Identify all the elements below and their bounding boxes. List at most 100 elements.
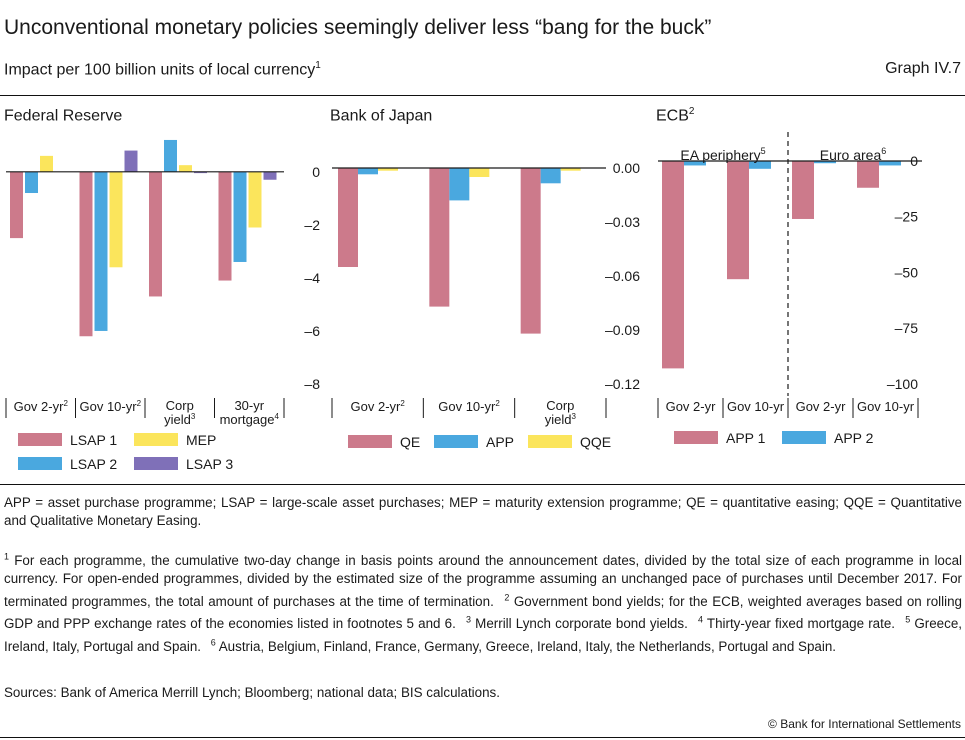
legend-item-qqe: QQE	[528, 434, 611, 450]
bar-lsap-1	[10, 171, 23, 239]
bar-app-1	[857, 160, 879, 188]
category-label: Gov 10-yr2	[79, 399, 141, 414]
y-tick-label: 0.00	[613, 160, 640, 176]
bar-qqe	[560, 168, 581, 171]
category-label: Gov 2-yr	[666, 399, 717, 414]
category-label: yield3	[164, 412, 196, 427]
y-tick-label: –8	[304, 376, 320, 392]
footnotes: 1 For each programme, the cumulative two…	[4, 548, 962, 656]
bar-app	[449, 168, 470, 201]
legend-item-app: APP	[434, 434, 514, 450]
legend-item-qe: QE	[348, 434, 420, 450]
y-tick-label: –50	[895, 264, 919, 280]
legend-swatch	[434, 435, 478, 448]
bar-qe	[338, 168, 358, 267]
legend-swatch	[528, 435, 572, 448]
category-label: Gov 2-yr	[796, 399, 847, 414]
bar-app-1	[792, 160, 814, 219]
panel-title-boj: Bank of Japan	[330, 107, 433, 125]
legend-swatch	[134, 433, 178, 446]
bar-mep	[40, 155, 53, 172]
bar-lsap-3	[124, 150, 138, 172]
mid-rule	[0, 484, 965, 485]
graph-number: Graph IV.7	[885, 60, 961, 77]
footnote-2: 2 Government bond yields; for the ECB, w…	[4, 592, 962, 632]
y-tick-label: –6	[304, 323, 320, 339]
bar-app	[540, 168, 561, 184]
bar-app	[358, 168, 378, 175]
bar-app-1	[727, 160, 749, 280]
legend-item-lsap1: LSAP 1	[18, 432, 117, 448]
legend-swatch	[674, 431, 718, 444]
bar-mep	[109, 171, 123, 268]
footnote-4: 4 Thirty-year fixed mortgage rate.	[697, 614, 896, 632]
y-tick-label: –4	[304, 270, 320, 286]
bar-lsap-1	[149, 171, 162, 297]
legend-swatch	[18, 457, 62, 470]
panel-title-ecb: ECB2	[656, 106, 695, 125]
legend-swatch	[348, 435, 392, 448]
category-label: Corp	[166, 398, 194, 413]
footnote-3: 3 Merrill Lynch corporate bond yields.	[466, 614, 688, 632]
bottom-rule	[0, 737, 965, 738]
bar-mep	[248, 171, 262, 228]
category-label: Gov 2-yr2	[14, 399, 69, 414]
category-label: 30-yr	[234, 398, 264, 413]
category-label: mortgage4	[220, 412, 280, 427]
top-rule	[0, 95, 965, 96]
y-tick-label: –0.06	[605, 268, 640, 284]
chart-panel-1: 0.00 –0.03 –0.06 –0.09 –0.12 Gov 2-yr2 Gov 10-…	[331, 160, 640, 427]
bar-app-2	[879, 160, 901, 166]
legend-item-lsap2: LSAP 2	[18, 456, 117, 472]
chart-title: Unconventional monetary policies seeming…	[4, 16, 712, 39]
bar-qe	[429, 168, 450, 307]
bar-app-2	[749, 160, 771, 169]
footnote-6: 6 Austria, Belgium, Finland, France, Ger…	[210, 637, 837, 654]
bar-lsap-3	[194, 171, 207, 174]
footnote-1: 1 For each programme, the cumulative two…	[4, 552, 962, 609]
bar-lsap-2	[94, 171, 108, 331]
bar-app-2	[814, 160, 836, 164]
y-tick-label: –25	[895, 209, 919, 225]
abbreviations-note: APP = asset purchase programme; LSAP = l…	[4, 495, 962, 528]
bar-lsap-2	[233, 171, 247, 262]
group-label: EA periphery5	[680, 146, 765, 163]
bar-lsap-3	[263, 171, 277, 180]
category-label: yield3	[545, 412, 577, 427]
copyright: © Bank for International Settlements	[768, 717, 961, 731]
sources-note: Sources: Bank of America Merrill Lynch; …	[4, 685, 500, 700]
chart-subtitle: Impact per 100 billion units of local cu…	[4, 60, 321, 79]
legend-swatch	[782, 431, 826, 444]
panel-title-fed: Federal Reserve	[4, 107, 123, 125]
y-tick-label: 0	[312, 164, 320, 180]
bar-lsap-1	[79, 171, 93, 337]
y-tick-label: –100	[887, 376, 918, 392]
category-label: Gov 10-yr	[857, 399, 915, 414]
category-label: Gov 10-yr	[727, 399, 785, 414]
bar-lsap-2	[164, 139, 177, 172]
bar-mep	[179, 165, 192, 172]
y-tick-label: –0.12	[605, 376, 640, 392]
bar-lsap-2	[25, 171, 38, 194]
legend-item-app2: APP 2	[782, 430, 873, 446]
category-label: Gov 2-yr2	[351, 399, 406, 414]
legend-swatch	[134, 457, 178, 470]
legend-swatch	[18, 433, 62, 446]
group-label: Euro area6	[820, 146, 887, 163]
bar-qqe	[378, 168, 398, 171]
y-tick-label: –0.09	[605, 322, 640, 338]
legend-item-app1: APP 1	[674, 430, 765, 446]
y-tick-label: –2	[304, 217, 320, 233]
bar-app-2	[684, 160, 706, 166]
legend-item-mep: MEP	[134, 432, 216, 448]
category-label: Corp	[546, 398, 574, 413]
bar-app-1	[662, 160, 684, 369]
footnote-5: 5 Greece, Ireland, Italy, Portugal and S…	[4, 614, 962, 654]
category-label: Gov 10-yr2	[438, 399, 500, 414]
bar-qqe	[469, 168, 490, 177]
bar-lsap-1	[218, 171, 232, 281]
bar-qe	[520, 168, 541, 334]
